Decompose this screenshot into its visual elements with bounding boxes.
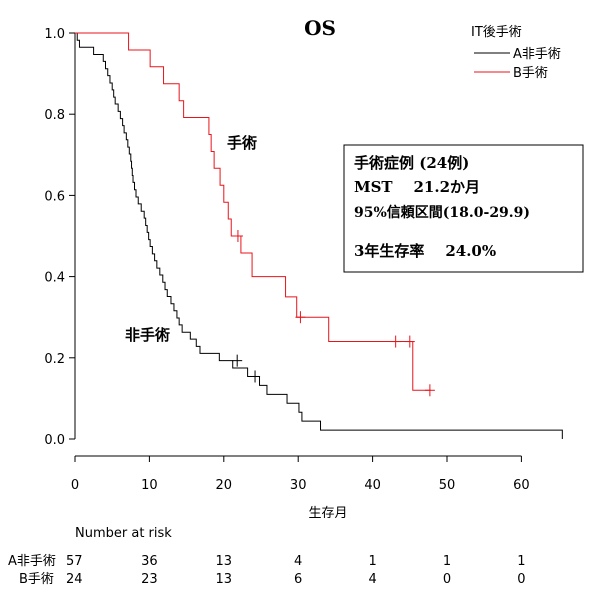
risk-value-b: 23 [141, 572, 158, 587]
risk-value-b: 4 [368, 572, 376, 587]
risk-table-title: Number at risk [75, 526, 172, 541]
y-tick-label: 0.0 [44, 433, 65, 448]
x-tick-label: 20 [216, 478, 233, 493]
stats-box-frame [343, 144, 584, 273]
risk-value-a: 57 [66, 554, 83, 569]
risk-value-a: 4 [294, 554, 302, 569]
risk-value-b: 24 [66, 572, 83, 587]
chart-title: OS [304, 16, 336, 40]
legend-label-a: A非手術 [513, 47, 561, 62]
series-line-a [75, 32, 563, 439]
risk-value-a: 36 [141, 554, 158, 569]
risk-value-a: 13 [216, 554, 233, 569]
risk-values: 57 36 13 4 1 1 1 24 23 13 6 4 0 0 [66, 554, 526, 587]
axes [69, 32, 522, 462]
risk-value-b: 13 [216, 572, 233, 587]
legend: IT後手術 A非手術 B手術 [471, 25, 561, 81]
y-tick-labels: 0.0 0.2 0.4 0.6 0.8 1.0 [44, 27, 65, 448]
risk-row-label-a: A非手術 [8, 554, 56, 569]
risk-value-b: 0 [443, 572, 451, 587]
x-tick-label: 50 [439, 478, 456, 493]
risk-value-a: 1 [368, 554, 376, 569]
legend-label-b: B手術 [513, 66, 548, 81]
x-tick-label: 10 [141, 478, 158, 493]
x-tick-label: 30 [290, 478, 307, 493]
risk-table: Number at risk A非手術 B手術 57 36 13 4 1 1 1 24 23 13… [8, 526, 526, 587]
x-tick-labels: 0 10 20 30 40 50 60 [71, 478, 530, 493]
y-tick-label: 0.8 [44, 108, 65, 123]
x-tick-label: 60 [513, 478, 530, 493]
stats-line-1: 手術症例 (24例) [354, 154, 469, 172]
risk-value-b: 6 [294, 572, 302, 587]
annotation-non-surgery: 非手術 [125, 326, 170, 344]
y-tick-label: 0.4 [44, 271, 65, 286]
stats-box: 手術症例 (24例) MST 21.2か月 95%信頼区間(18.0-29.9)… [343, 144, 584, 273]
series-line-b [75, 32, 431, 391]
stats-line-4: 3年生存率 24.0% [354, 242, 496, 260]
y-tick-label: 0.2 [44, 352, 65, 367]
risk-value-b: 0 [517, 572, 525, 587]
y-tick-label: 0.6 [44, 189, 65, 204]
x-tick-label: 40 [364, 478, 381, 493]
risk-value-a: 1 [517, 554, 525, 569]
survival-curves [75, 32, 563, 439]
stats-line-3: 95%信頼区間(18.0-29.9) [354, 204, 530, 221]
risk-value-a: 1 [443, 554, 451, 569]
stats-line-2: MST 21.2か月 [354, 178, 480, 196]
annotation-surgery: 手術 [227, 134, 257, 152]
legend-title: IT後手術 [471, 25, 522, 40]
risk-row-label-b: B手術 [19, 572, 54, 587]
y-tick-label: 1.0 [44, 27, 65, 42]
x-tick-label: 0 [71, 478, 79, 493]
x-axis-label: 生存月 [308, 506, 347, 521]
